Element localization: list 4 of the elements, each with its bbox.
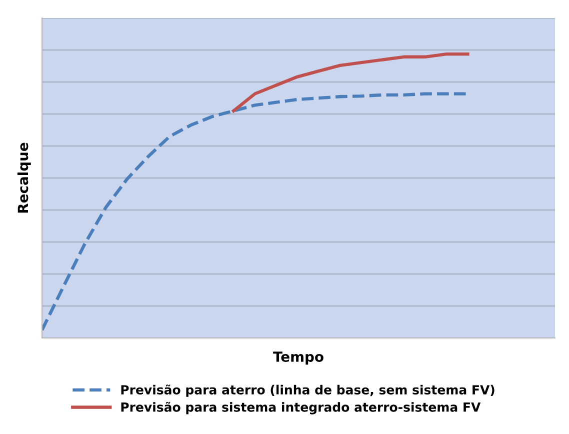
- y-axis-title: Recalque: [17, 142, 31, 213]
- x-axis-title: Tempo: [273, 352, 324, 365]
- legend-label: Previsão para aterro (linha de base, sem sistema FV): [121, 384, 494, 397]
- legend-label: Previsão para sistema integrado aterro-sistema FV: [121, 402, 481, 414]
